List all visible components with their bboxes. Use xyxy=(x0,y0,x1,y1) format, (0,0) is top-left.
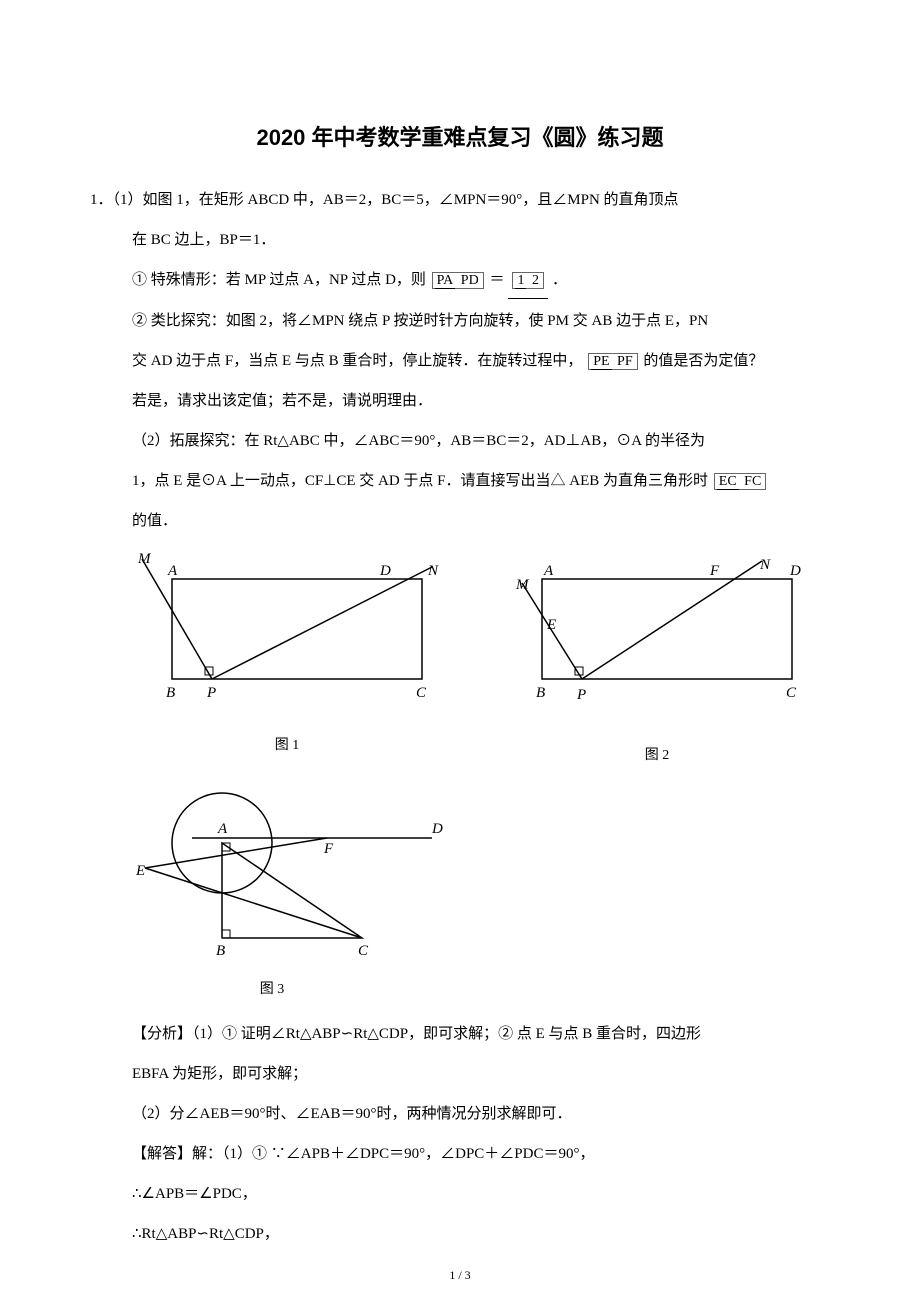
part2-l2-pre: 交 AD 边于点 F，当点 E 与点 B 重合时，停止旋转．在旋转过程中， xyxy=(132,353,582,369)
lbl2-m: M xyxy=(515,577,530,593)
part1-suffix: ． xyxy=(552,272,567,288)
figure-1-svg: M A D N B P C xyxy=(132,549,442,729)
part2-l2-post: 的值是否为定值？ xyxy=(643,353,763,369)
problem-part2-l3: 若是，请求出该定值；若不是，请说明理由． xyxy=(132,383,830,419)
figure-2: M A F N D E B P C 图 2 xyxy=(502,549,812,773)
figure-2-label: 图 2 xyxy=(502,739,812,773)
ans-num: 1 xyxy=(515,273,526,289)
lbl-n: N xyxy=(427,563,439,579)
lbl-m: M xyxy=(137,551,152,567)
problem-ext-l1: （2）拓展探究：在 Rt△ABC 中，∠ABC＝90°，AB＝BC＝2，AD⊥A… xyxy=(132,423,830,459)
pf-den: PF xyxy=(615,354,635,369)
frac-num: PA xyxy=(435,273,456,289)
problem-ext-l2: 1，点 E 是⊙A 上一动点，CF⊥CE 交 AD 于点 F．请直接写出当△ A… xyxy=(132,463,830,499)
lbl-a: A xyxy=(167,563,178,579)
lbl3-f: F xyxy=(323,841,334,857)
lbl3-a: A xyxy=(217,821,228,837)
fraction-pa-pd: PA PD xyxy=(432,272,484,289)
problem-part2-l2: 交 AD 边于点 F，当点 E 与点 B 重合时，停止旋转．在旋转过程中， PE… xyxy=(132,343,830,379)
fraction-answer: 1 2 xyxy=(512,272,544,289)
figure-3-label: 图 3 xyxy=(132,973,412,1007)
lbl-c: C xyxy=(416,685,427,701)
lbl2-a: A xyxy=(543,563,554,579)
ext-l2-pre: 1，点 E 是⊙A 上一动点，CF⊥CE 交 AD 于点 F．请直接写出当△ A… xyxy=(132,473,708,489)
analysis-label: 【分析】 xyxy=(132,1026,192,1042)
lbl2-d: D xyxy=(789,563,801,579)
fc-den: FC xyxy=(742,474,763,489)
analysis-l2: EBFA 为矩形，即可求解； xyxy=(132,1056,830,1092)
ans-den: 2 xyxy=(530,273,541,288)
problem-part2-l1: ② 类比探究：如图 2，将∠MPN 绕点 P 按逆时针方向旋转，使 PM 交 A… xyxy=(132,303,830,339)
figure-3: E A D F B C 图 3 xyxy=(132,783,830,1007)
figure-1: M A D N B P C 图 1 xyxy=(132,549,442,773)
answer-blank: 1 2 xyxy=(508,262,548,299)
figure-1-label: 图 1 xyxy=(132,729,442,763)
frac-den: PD xyxy=(459,273,481,288)
page-footer: 1 / 3 xyxy=(0,1268,920,1283)
lbl3-c: C xyxy=(358,943,369,959)
problem-part1: ① 特殊情形：若 MP 过点 A，NP 过点 D，则 PA PD ＝ 1 2 ． xyxy=(132,262,830,299)
figure-3-svg: E A D F B C xyxy=(132,783,452,973)
problem-body: 1．（1）如图 1，在矩形 ABCD 中，AB＝2，BC＝5，∠MPN＝90°，… xyxy=(90,182,830,1252)
lbl2-n: N xyxy=(759,557,771,573)
lbl2-c: C xyxy=(786,685,797,701)
lbl2-b: B xyxy=(536,685,545,701)
solve-label: 【解答】 xyxy=(132,1146,192,1162)
figure-2-svg: M A F N D E B P C xyxy=(502,549,812,739)
page-title: 2020 年中考数学重难点复习《圆》练习题 xyxy=(90,120,830,152)
lbl3-d: D xyxy=(431,821,443,837)
ec-num: EC xyxy=(717,474,739,490)
figures-top-row: M A D N B P C 图 1 xyxy=(132,549,830,773)
lbl-p: P xyxy=(206,685,216,701)
lbl3-b: B xyxy=(216,943,225,959)
solve-l3: ∴Rt△ABP∽Rt△CDP， xyxy=(132,1216,830,1252)
problem-ext-l3: 的值． xyxy=(132,503,830,539)
problem-line-2: 在 BC 边上，BP＝1． xyxy=(132,222,830,258)
solve-body1: 解：（1）① ∵∠APB＋∠DPC＝90°，∠DPC＋∠PDC＝90°， xyxy=(192,1146,594,1162)
fraction-ec-fc: EC FC xyxy=(714,473,767,490)
analysis-l3: （2）分∠AEB＝90°时、∠EAB＝90°时，两种情况分别求解即可． xyxy=(132,1096,830,1132)
part1-prefix: ① 特殊情形：若 MP 过点 A，NP 过点 D，则 xyxy=(132,272,426,288)
lbl2-f: F xyxy=(709,563,720,579)
solve-l2: ∴∠APB＝∠PDC， xyxy=(132,1176,830,1212)
lbl-d: D xyxy=(379,563,391,579)
lbl3-e: E xyxy=(135,863,145,879)
problem-line-1: 1．（1）如图 1，在矩形 ABCD 中，AB＝2，BC＝5，∠MPN＝90°，… xyxy=(90,182,830,218)
figures-bottom-row: E A D F B C 图 3 xyxy=(132,783,830,1007)
analysis-l1: 【分析】（1）① 证明∠Rt△ABP∽Rt△CDP，即可求解；② 点 E 与点 … xyxy=(132,1016,830,1052)
solve-l1: 【解答】解：（1）① ∵∠APB＋∠DPC＝90°，∠DPC＋∠PDC＝90°， xyxy=(132,1136,830,1172)
lbl-b: B xyxy=(166,685,175,701)
analysis-body1: （1）① 证明∠Rt△ABP∽Rt△CDP，即可求解；② 点 E 与点 B 重合… xyxy=(192,1026,701,1042)
equals-sign: ＝ xyxy=(489,272,504,288)
lbl2-p: P xyxy=(576,687,586,703)
fraction-pe-pf: PE PF xyxy=(588,353,637,370)
lbl2-e: E xyxy=(546,617,556,633)
pe-num: PE xyxy=(591,354,611,370)
